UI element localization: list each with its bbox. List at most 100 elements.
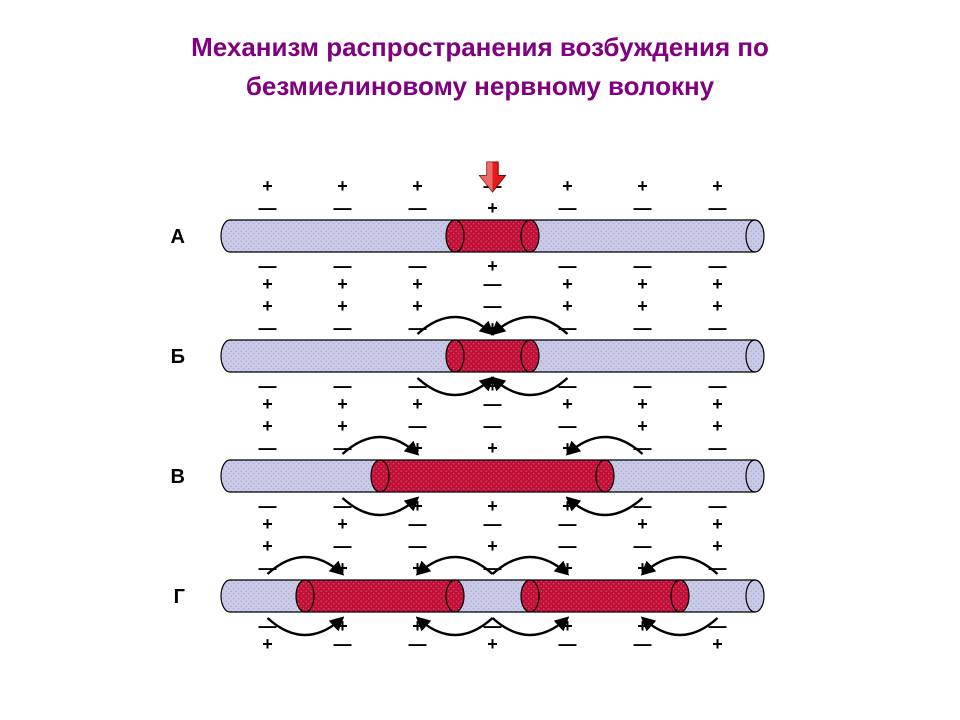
charge-sign: +	[562, 394, 573, 414]
charge-sign: +	[562, 176, 573, 196]
charge-sign: +	[637, 394, 648, 414]
charge-sign: —	[334, 376, 352, 396]
charge-sign: —	[634, 376, 652, 396]
charge-sign: +	[712, 296, 723, 316]
charge-sign: —	[634, 198, 652, 218]
title-line2: безмиелиновому нервному волокну	[246, 71, 714, 101]
charge-sign: +	[337, 274, 348, 294]
charge-sign: —	[559, 256, 577, 276]
charge-sign: —	[634, 536, 652, 556]
charge-sign: —	[634, 256, 652, 276]
charge-sign: +	[562, 274, 573, 294]
charge-sign: —	[409, 536, 427, 556]
charge-sign: —	[484, 296, 502, 316]
charge-sign: —	[709, 438, 727, 458]
charge-sign: —	[709, 318, 727, 338]
charge-sign: +	[337, 558, 348, 578]
charge-sign: +	[487, 438, 498, 458]
charge-sign: —	[259, 438, 277, 458]
charge-sign: —	[484, 514, 502, 534]
charge-sign: +	[262, 394, 273, 414]
charge-sign: +	[487, 198, 498, 218]
title-line1: Механизм распространения возбуждения по	[191, 32, 769, 62]
charge-sign: —	[259, 318, 277, 338]
charge-sign: —	[559, 198, 577, 218]
charge-sign: +	[712, 176, 723, 196]
fiber-row: В+——++——+—++——++——++—+——++——+	[171, 416, 764, 534]
row-label: Б	[171, 346, 185, 368]
charge-sign: +	[412, 438, 423, 458]
charge-sign: +	[262, 176, 273, 196]
charge-sign: —	[259, 198, 277, 218]
charge-sign: +	[262, 416, 273, 436]
charge-sign: —	[559, 634, 577, 654]
charge-sign: —	[259, 256, 277, 276]
charge-sign: —	[409, 634, 427, 654]
charge-sign: —	[709, 198, 727, 218]
charge-sign: +	[412, 296, 423, 316]
charge-sign: +	[562, 296, 573, 316]
charge-sign: +	[262, 536, 273, 556]
local-current-arrow	[343, 498, 418, 515]
charge-sign: —	[334, 256, 352, 276]
charge-sign: —	[259, 376, 277, 396]
charge-sign: +	[262, 274, 273, 294]
diagram-title: Механизм распространения возбуждения по …	[0, 28, 960, 106]
local-current-arrow	[493, 317, 568, 334]
charge-sign: +	[487, 496, 498, 516]
charge-sign: —	[484, 394, 502, 414]
charge-sign: +	[412, 558, 423, 578]
charge-sign: +	[412, 274, 423, 294]
charge-sign: +	[562, 438, 573, 458]
charge-sign: —	[409, 198, 427, 218]
charge-sign: +	[712, 536, 723, 556]
charge-sign: —	[634, 634, 652, 654]
charge-sign: +	[337, 176, 348, 196]
charge-sign: +	[712, 416, 723, 436]
charge-sign: +	[487, 256, 498, 276]
charge-sign: —	[409, 416, 427, 436]
charge-sign: +	[337, 514, 348, 534]
local-current-arrow	[493, 378, 568, 395]
local-current-arrow	[568, 437, 643, 454]
charge-sign: —	[559, 536, 577, 556]
charge-sign: —	[334, 198, 352, 218]
charge-sign: +	[637, 514, 648, 534]
local-current-arrow	[268, 557, 343, 574]
charge-sign: +	[487, 536, 498, 556]
charge-sign: +	[412, 394, 423, 414]
charge-sign: +	[337, 416, 348, 436]
charge-sign: —	[334, 634, 352, 654]
charge-sign: +	[637, 416, 648, 436]
row-label: В	[171, 466, 185, 488]
charge-sign: +	[337, 394, 348, 414]
local-current-arrow	[418, 618, 493, 635]
charge-sign: +	[637, 558, 648, 578]
charge-sign: +	[337, 296, 348, 316]
charge-sign: —	[334, 318, 352, 338]
charge-sign: +	[487, 634, 498, 654]
charge-sign: +	[262, 634, 273, 654]
charge-sign: +	[487, 318, 498, 338]
charge-sign: —	[484, 274, 502, 294]
local-current-arrow	[418, 557, 493, 574]
fiber-row: А+——++——++——+—++—+——++——++——+	[171, 162, 764, 294]
local-current-arrow	[643, 618, 718, 635]
charge-sign: —	[559, 514, 577, 534]
charge-sign: +	[412, 176, 423, 196]
local-current-arrow	[418, 317, 493, 334]
charge-sign: +	[712, 274, 723, 294]
diagram-svg: А+——++——++——+—++—+——++——++——+Б+——++——++—…	[0, 0, 960, 720]
row-label: Г	[174, 586, 185, 608]
local-current-arrow	[418, 378, 493, 395]
charge-sign: +	[637, 274, 648, 294]
fiber-row: Г+——+—++——++—+——+—++——++—+——+	[174, 536, 764, 654]
charge-sign: +	[562, 558, 573, 578]
charge-sign: —	[484, 416, 502, 436]
charge-sign: —	[334, 536, 352, 556]
local-current-arrow	[643, 557, 718, 574]
charge-sign: +	[262, 296, 273, 316]
charge-sign: +	[637, 296, 648, 316]
charge-sign: —	[634, 318, 652, 338]
local-current-arrow	[568, 498, 643, 515]
